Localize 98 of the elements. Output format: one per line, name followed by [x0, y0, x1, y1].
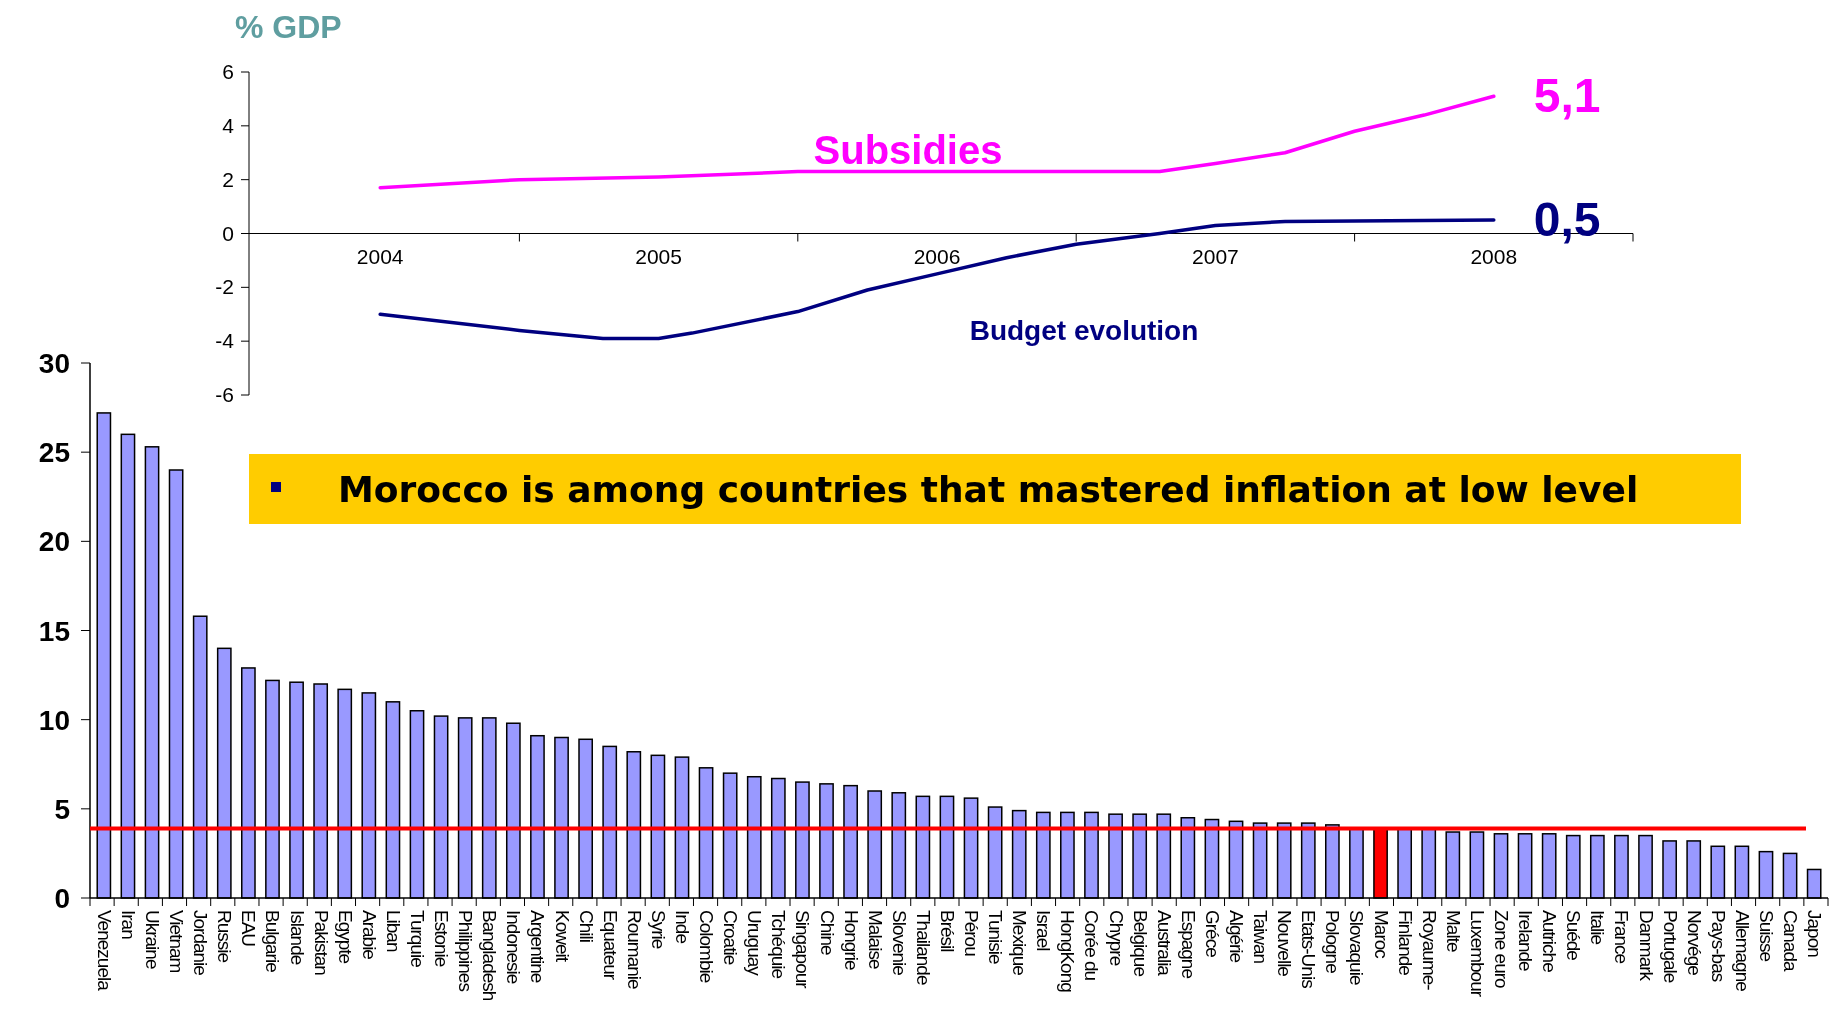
- x-tick-label: Australia: [1153, 910, 1175, 977]
- y-tick-label: 15: [38, 615, 70, 647]
- x-tick-label: Liban: [382, 910, 404, 952]
- x-tick-label: Corée du: [1081, 910, 1103, 981]
- x-tick-label: Bangladesh: [479, 910, 501, 1001]
- x-tick-label: Argentine: [527, 910, 549, 983]
- x-tick-label: Croatie: [720, 910, 742, 965]
- x-tick-label: Slovenie: [888, 910, 910, 976]
- x-tick-label: Iran: [117, 910, 139, 940]
- x-tick-label: Pologne: [1322, 910, 1344, 974]
- x-tick-label: Vietnam: [166, 910, 188, 973]
- x-tick-label: Slovaquie: [1346, 910, 1368, 985]
- x-tick-label: Pakistan: [310, 910, 332, 976]
- x-tick-label: Suisse: [1755, 910, 1777, 962]
- x-tick-label: Etats-Unis: [1298, 910, 1320, 989]
- y-tick-label: 25: [38, 437, 70, 469]
- x-tick-label: Estonie: [431, 910, 453, 967]
- x-tick-label: Royaume-: [1418, 910, 1440, 991]
- x-tick-label: Finlande: [1394, 910, 1416, 976]
- x-tick-label: Taiwan: [1250, 910, 1272, 964]
- x-tick-label: 2007: [1192, 244, 1239, 268]
- x-tick-label: Danmark: [1635, 910, 1657, 982]
- x-tick-label: Japon: [1804, 910, 1826, 958]
- x-tick-label: Irelande: [1515, 910, 1537, 972]
- x-tick-label: Pays-bas: [1707, 910, 1729, 982]
- y-tick-label: 20: [38, 526, 70, 558]
- x-tick-label: France: [1611, 910, 1633, 964]
- x-tick-label: Chili: [575, 910, 597, 942]
- y-tick-label: 4: [222, 113, 235, 137]
- y-axis-title: % GDP: [235, 9, 342, 45]
- x-tick-label: Chine: [816, 910, 838, 956]
- y-tick-label: 0: [222, 221, 234, 245]
- x-tick-label: Hongrie: [840, 910, 862, 970]
- x-tick-label: Equateur: [599, 910, 621, 981]
- x-tick-label: Canada: [1780, 910, 1802, 972]
- annotation: Morocco is among countries that mastered inflation at low level: [338, 469, 1639, 510]
- x-tick-label: Malaise: [864, 910, 886, 969]
- x-tick-label: Espagne: [1177, 910, 1199, 979]
- y-tick-label: -6: [215, 383, 234, 406]
- x-tick-label: Uruguay: [744, 910, 766, 977]
- x-tick-label: Suéde: [1563, 910, 1585, 961]
- x-tick-label: 2006: [913, 244, 961, 268]
- x-tick-label: Norvége: [1683, 910, 1705, 976]
- x-tick-label: Portugale: [1659, 910, 1681, 983]
- series-label: Budget evolution: [969, 315, 1199, 346]
- x-tick-label: Brésil: [936, 910, 958, 952]
- x-tick-label: Mexique: [1009, 910, 1031, 976]
- y-tick-label: 30: [38, 348, 70, 379]
- x-tick-label: Thailande: [912, 910, 934, 985]
- series-label: Subsidies: [813, 128, 1003, 172]
- x-tick-label: Gréce: [1201, 910, 1223, 958]
- x-tick-label: 2005: [635, 244, 682, 268]
- x-tick-label: Israel: [1033, 910, 1055, 951]
- x-tick-label: HongKong: [1057, 910, 1079, 993]
- x-tick-label: Arabie: [358, 910, 380, 960]
- y-tick-label: 0: [54, 883, 70, 914]
- x-tick-label: Algérie: [1226, 910, 1248, 963]
- x-tick-label: Bulgarie: [262, 910, 284, 973]
- data-label: 5,1: [1533, 69, 1601, 123]
- x-tick-label: Autriche: [1539, 910, 1561, 973]
- y-tick-label: 2: [222, 167, 234, 191]
- x-tick-label: Allemagne: [1731, 910, 1753, 992]
- y-tick-label: -4: [215, 329, 235, 353]
- y-tick-label: -2: [215, 275, 234, 299]
- x-tick-label: Belgique: [1129, 910, 1151, 977]
- x-tick-label: Tchéquie: [768, 910, 790, 979]
- x-tick-label: Venezuela: [93, 910, 115, 992]
- x-tick-label: Malte: [1442, 910, 1464, 952]
- x-tick-label: Koweit: [551, 910, 573, 963]
- x-tick-label: 2004: [356, 244, 404, 268]
- x-tick-label: Nouvelle: [1274, 910, 1296, 977]
- x-tick-label: Italie: [1587, 910, 1609, 945]
- x-tick-label: Colombie: [696, 910, 718, 983]
- y-tick-label: 6: [222, 60, 234, 83]
- line-series: [378, 94, 1496, 190]
- x-tick-label: Tunisie: [985, 910, 1007, 964]
- y-tick-label: 10: [38, 704, 70, 736]
- y-tick-label: 5: [54, 793, 70, 825]
- x-tick-label: Maroc: [1370, 910, 1392, 959]
- x-tick-label: Egypte: [334, 910, 356, 964]
- x-tick-label: Luxembour: [1466, 910, 1488, 998]
- x-tick-label: Zone euro: [1491, 910, 1512, 989]
- x-tick-label: Philippines: [455, 910, 477, 992]
- x-tick-label: EAU: [238, 910, 260, 947]
- x-tick-label: Jordanie: [190, 910, 212, 976]
- x-tick-label: Turquie: [407, 910, 428, 968]
- x-tick-label: Syrie: [647, 910, 669, 949]
- x-tick-label: Indonesie: [503, 910, 525, 984]
- x-tick-label: Chypre: [1105, 910, 1127, 966]
- x-tick-label: 2008: [1470, 244, 1518, 268]
- x-tick-label: Islande: [286, 910, 308, 965]
- data-label: 0,5: [1533, 193, 1601, 247]
- x-tick-label: Roumanie: [623, 910, 645, 990]
- x-tick-label: Ukraine: [142, 910, 164, 969]
- x-tick-label: Russie: [214, 910, 236, 963]
- x-tick-label: Singapour: [792, 910, 814, 990]
- x-tick-label: Inde: [671, 910, 693, 944]
- x-tick-label: Pérou: [961, 910, 983, 957]
